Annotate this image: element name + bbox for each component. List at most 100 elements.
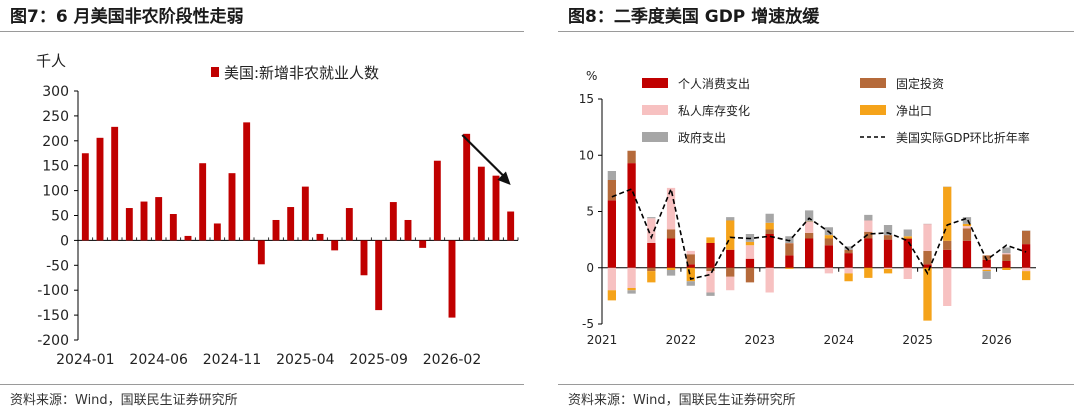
stack-segment <box>607 171 617 180</box>
legend-label: 净出口 <box>896 104 932 118</box>
legend-label: 个人消费支出 <box>678 77 750 91</box>
stack-segment <box>1002 253 1011 255</box>
payroll-bar <box>272 219 280 241</box>
stack-segment <box>982 255 991 260</box>
y-tick-label: 300 <box>42 84 69 100</box>
figure-8-source: 资料来源：Wind，国联民生证券研究所 <box>568 393 796 408</box>
figure-7-panel: 图7：6 月美国非农阶段性走弱 300 250 200 150 100 50 0 -50 -10… <box>0 0 530 415</box>
legend-label: 固定投资 <box>896 76 944 91</box>
stack-segment <box>864 214 873 221</box>
x-tick-label: 2024 <box>823 333 854 347</box>
y-tick-label: 50 <box>51 209 69 225</box>
legend-swatch <box>642 105 668 115</box>
x-tick-label: 2024-01 <box>56 352 115 368</box>
stack-segment <box>1021 271 1031 281</box>
stack-segment <box>745 245 755 259</box>
stack-segment <box>686 254 695 265</box>
y-tick-label: 250 <box>42 109 69 125</box>
payroll-bar <box>169 214 177 241</box>
stack-segment <box>982 267 991 270</box>
payroll-bar <box>316 233 324 241</box>
stack-segment <box>962 217 972 224</box>
x-tick-label: 2026 <box>981 333 1012 347</box>
stack-segment <box>726 267 735 277</box>
stack-segment <box>982 259 991 268</box>
stack-segment <box>864 238 873 268</box>
stack-segment <box>706 237 715 243</box>
payroll-bar <box>389 202 397 241</box>
stack-segment <box>883 235 893 240</box>
y-tick-label: -150 <box>37 308 69 324</box>
payroll-bar <box>81 153 89 241</box>
figure-8-panel: 图8：二季度美国 GDP 增速放缓 15 10 5 0 -5% 2021 2022 2023 2… <box>558 0 1080 415</box>
stack-segment <box>666 270 676 276</box>
payroll-bar <box>492 175 500 241</box>
stack-segment <box>745 241 755 246</box>
stack-segment <box>726 276 735 291</box>
payroll-bar <box>375 240 383 311</box>
stack-segment <box>962 228 972 241</box>
legend-swatch <box>860 105 886 115</box>
stack-segment <box>647 267 656 272</box>
payroll-bar <box>433 160 441 241</box>
source-divider <box>0 384 524 385</box>
payroll-bar <box>96 137 104 241</box>
stack-segment <box>647 243 656 268</box>
legend-swatch <box>860 78 886 88</box>
stack-segment <box>706 243 715 268</box>
y-tick-label: 10 <box>579 148 594 162</box>
stack-segment <box>647 217 656 219</box>
stack-segment <box>943 267 952 306</box>
stack-segment <box>627 288 636 291</box>
legend-swatch <box>211 67 219 77</box>
figure-7-source: 资料来源：Wind，国联民生证券研究所 <box>10 393 238 408</box>
payroll-bar <box>360 240 368 276</box>
stack-segment <box>607 267 617 291</box>
gdp-contribution-chart: 15 10 5 0 -5% 2021 2022 2023 2024 2025 2026 个人消费支出 固… <box>579 69 1036 347</box>
stack-segment <box>883 268 893 274</box>
payroll-bar <box>507 211 515 241</box>
stack-segment <box>627 267 636 288</box>
stack-segment <box>962 226 972 229</box>
stack-segment <box>607 200 617 268</box>
stack-segment <box>923 267 932 321</box>
legend-swatch <box>642 78 668 88</box>
stack-segment <box>1002 247 1011 254</box>
stack-segment <box>883 239 893 268</box>
x-tick-label: 2024-06 <box>129 352 188 368</box>
stack-segment <box>824 267 834 274</box>
stack-segment <box>844 246 853 250</box>
stack-segment <box>804 238 814 268</box>
stack-segment <box>844 249 853 254</box>
payroll-bar <box>419 240 427 248</box>
x-tick-label: 2024-11 <box>203 352 262 368</box>
stack-segment <box>765 222 774 230</box>
stack-segment <box>647 218 656 243</box>
stack-segment <box>706 292 715 296</box>
payroll-bar <box>243 122 251 241</box>
y-tick-label: -100 <box>37 283 69 299</box>
stack-segment <box>765 213 774 223</box>
stack-segment <box>726 217 735 221</box>
stack-segment <box>962 240 972 268</box>
stack-segment <box>962 223 972 227</box>
stack-segment <box>686 264 695 268</box>
stack-segment <box>1002 254 1011 261</box>
nonfarm-payrolls-chart: 300 250 200 150 100 50 0 -50 -100 -150 -200 千人 2024-… <box>36 52 519 368</box>
stack-segment <box>607 180 617 201</box>
trend-arrow-head <box>497 171 511 185</box>
stack-segment <box>883 225 893 236</box>
stack-segment <box>765 267 774 293</box>
stack-segment <box>1002 261 1011 268</box>
stack-segment <box>666 238 676 268</box>
stack-segment <box>903 229 912 237</box>
payroll-bar <box>184 235 192 241</box>
x-tick-label: 2021 <box>587 333 618 347</box>
y-tick-label: 5 <box>586 205 594 219</box>
stack-segment <box>883 267 893 269</box>
stack-segment <box>943 186 952 241</box>
stack-segment <box>785 255 794 268</box>
y-tick-label: 100 <box>42 184 69 200</box>
stack-segment <box>923 250 932 265</box>
stack-segment <box>804 232 814 239</box>
